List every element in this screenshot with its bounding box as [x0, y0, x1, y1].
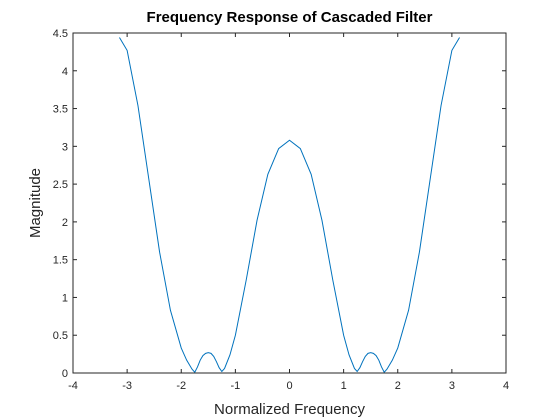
tick-labels: -4 -3 -2 -1 0 1 2 3 4 0 0.5 1 1.5 2 2.5 3 3.5 4 4.5 [53, 28, 509, 392]
axes-background [73, 33, 506, 373]
x-tick-label: 1 [341, 380, 347, 392]
x-tick-label: 4 [503, 380, 509, 392]
x-tick-label: -4 [68, 380, 78, 392]
y-tick-label: 3.5 [53, 104, 68, 116]
y-tick-label: 2.5 [53, 179, 68, 191]
x-tick-label: 2 [395, 380, 401, 392]
y-tick-label: 0.5 [53, 330, 68, 342]
y-axis-label: Magnitude [27, 168, 44, 238]
y-tick-label: 0 [62, 368, 68, 380]
y-tick-label: 2 [62, 217, 68, 229]
x-tick-label: -3 [122, 380, 132, 392]
y-tick-label: 1.5 [53, 255, 68, 267]
x-tick-label: 3 [449, 380, 455, 392]
chart-title: Frequency Response of Cascaded Filter [147, 9, 433, 26]
x-tick-label: -2 [176, 380, 186, 392]
y-tick-label: 3 [62, 141, 68, 153]
series-line [119, 37, 460, 374]
axes-box [72, 32, 507, 374]
y-tick-label: 4 [62, 66, 68, 78]
x-tick-label: -1 [230, 380, 240, 392]
x-tick-label: 0 [286, 380, 292, 392]
y-tick-label: 1 [62, 292, 68, 304]
y-tick-label: 4.5 [53, 28, 68, 40]
x-axis-label: Normalized Frequency [214, 401, 365, 418]
